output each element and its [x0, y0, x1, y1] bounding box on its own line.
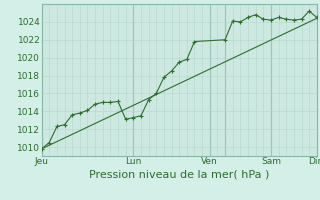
X-axis label: Pression niveau de la mer( hPa ): Pression niveau de la mer( hPa ) — [89, 169, 269, 179]
